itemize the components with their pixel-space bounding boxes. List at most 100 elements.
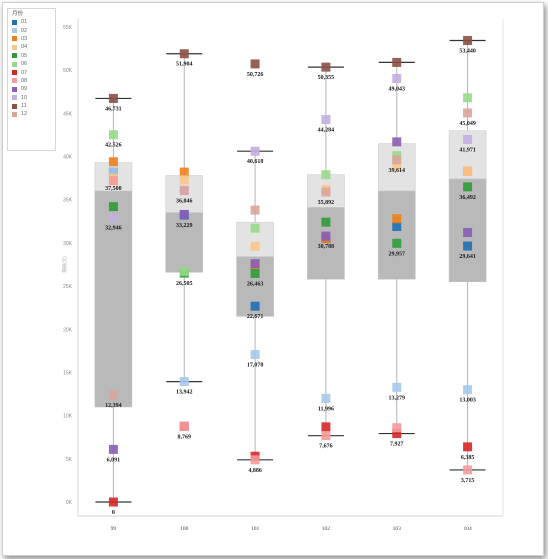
x-tick-label: 99 — [111, 526, 117, 532]
y-tick-label: 45K — [63, 111, 73, 117]
data-point — [392, 423, 402, 433]
data-point — [321, 62, 331, 72]
data-point — [463, 108, 473, 118]
x-tick-label: 104 — [463, 526, 472, 532]
legend-swatch — [12, 95, 17, 101]
data-point — [179, 49, 189, 59]
data-point — [321, 422, 331, 432]
data-point — [321, 393, 331, 403]
data-point — [321, 217, 331, 227]
y-tick-label: 20K — [63, 327, 73, 333]
data-label: 46,731 — [105, 106, 122, 112]
legend-swatch — [12, 44, 17, 50]
data-label: 17,078 — [247, 363, 264, 369]
data-point — [463, 166, 473, 176]
legend-item: 06 — [8, 60, 55, 68]
legend-swatch — [12, 111, 17, 117]
y-tick-label: 25K — [63, 284, 73, 290]
legend-label: 06 — [21, 61, 28, 68]
data-label: 42,526 — [105, 143, 122, 149]
legend-label: 03 — [21, 35, 28, 42]
legend-label: 12 — [21, 111, 28, 118]
data-label: 49,043 — [389, 86, 406, 92]
legend-item: 10 — [8, 94, 55, 102]
data-point — [179, 185, 189, 195]
data-point — [463, 442, 473, 452]
y-tick-label: 40K — [63, 155, 73, 161]
legend-swatch — [12, 36, 17, 42]
legend: 月份 01 02 03 04 05 06 07 08 09 10 11 12 — [7, 8, 56, 151]
legend-item: 09 — [8, 85, 55, 93]
data-point — [108, 176, 118, 186]
legend-label: 05 — [21, 52, 28, 59]
data-point — [463, 182, 473, 192]
data-point — [392, 137, 402, 147]
data-label: 8,769 — [178, 434, 192, 440]
data-point — [321, 115, 331, 125]
legend-swatch — [12, 70, 17, 76]
data-label: 7,927 — [390, 442, 404, 448]
data-label: 4,886 — [248, 468, 262, 474]
data-label: 13,003 — [459, 398, 476, 404]
legend-swatch — [12, 78, 17, 84]
data-label: 35,892 — [318, 200, 335, 206]
data-point — [463, 465, 473, 475]
y-tick-label: 35K — [63, 198, 73, 204]
data-point — [463, 135, 473, 145]
data-point — [321, 170, 331, 180]
data-label: 51,904 — [176, 62, 193, 68]
data-point — [392, 73, 402, 83]
data-label: 29,641 — [459, 254, 476, 260]
box-lower-half — [165, 212, 204, 273]
legend-label: 11 — [21, 103, 27, 110]
data-label: 33,229 — [176, 223, 193, 229]
x-tick-label: 102 — [322, 526, 331, 532]
data-point — [108, 157, 118, 167]
data-point — [250, 301, 260, 311]
legend-item: 04 — [8, 43, 55, 51]
data-point — [392, 429, 402, 439]
data-point — [392, 238, 402, 248]
data-label: 7,676 — [319, 444, 333, 450]
data-point — [392, 161, 402, 171]
legend-title: 月份 — [12, 11, 24, 17]
data-label: 45,049 — [459, 121, 476, 127]
data-point — [108, 167, 118, 177]
data-point — [250, 350, 260, 360]
data-point — [463, 35, 473, 45]
data-point — [392, 222, 402, 231]
data-label: 11,996 — [318, 406, 334, 412]
data-label: 26,505 — [176, 281, 193, 287]
data-point — [321, 231, 331, 241]
legend-item: 05 — [8, 52, 55, 60]
data-label: 37,500 — [105, 186, 122, 192]
legend-item: 11 — [8, 102, 55, 110]
data-point — [392, 57, 402, 67]
legend-items: 01 02 03 04 05 06 07 08 09 10 11 12 — [8, 18, 55, 119]
data-point — [250, 259, 260, 269]
data-label: 0 — [112, 510, 115, 516]
y-tick-label: 10K — [63, 414, 73, 420]
data-point — [250, 223, 260, 233]
y-tick-label: 50K — [63, 68, 73, 74]
data-point — [250, 455, 260, 465]
data-point — [108, 93, 118, 103]
data-point — [250, 59, 260, 69]
data-point — [108, 212, 118, 222]
data-point — [179, 377, 189, 387]
legend-item: 12 — [8, 110, 55, 118]
data-point — [179, 209, 189, 219]
data-point — [250, 146, 260, 156]
legend-item: 07 — [8, 68, 55, 76]
legend-swatch — [12, 53, 17, 59]
data-label: 13,279 — [389, 395, 406, 401]
data-point — [108, 202, 118, 212]
data-point — [179, 167, 189, 177]
data-point — [392, 155, 402, 165]
legend-label: 08 — [21, 77, 28, 84]
data-point — [179, 266, 189, 276]
data-point — [463, 241, 473, 251]
data-label: 39,614 — [389, 168, 406, 174]
legend-item: 03 — [8, 35, 55, 43]
